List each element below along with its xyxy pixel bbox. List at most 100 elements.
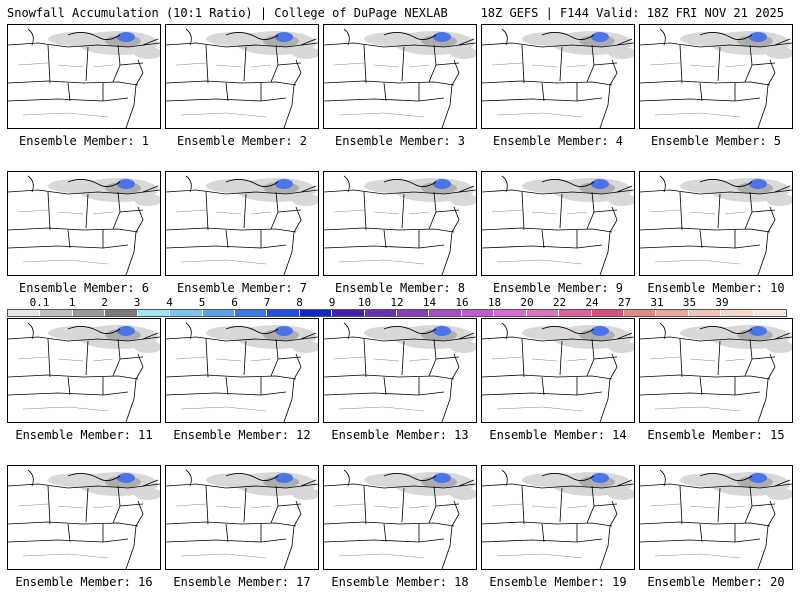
colorbar-swatch [137,310,171,316]
ensemble-member-label: Ensemble Member: 4 [492,134,624,148]
regional-map [166,319,318,422]
colorbar-swatch [202,310,235,316]
regional-map [324,319,476,422]
ensemble-member-label: Ensemble Member: 11 [15,428,153,442]
colorbar-tick-label: 35 [682,296,697,309]
colorbar-tick-label: 10 [357,296,372,309]
ensemble-map-panel [323,24,477,129]
colorbar-tick-label: 24 [585,296,599,309]
colorbar-swatch [40,310,73,316]
ensemble-member-label: Ensemble Member: 12 [173,428,311,442]
ensemble-map-panel [7,24,161,129]
colorbar-tick-label: 22 [552,296,567,309]
ensemble-map-panel [639,465,793,570]
colorbar-swatch [72,310,106,316]
colorbar-tick-label: 2 [101,296,108,309]
colorbar-tick-label: 12 [390,296,404,309]
ensemble-map-panel [323,318,477,423]
ensemble-member-label: Ensemble Member: 2 [176,134,308,148]
colorbar-swatch [364,310,398,316]
regional-map [166,25,318,128]
colorbar-swatch [429,310,462,316]
ensemble-member-label: Ensemble Member: 13 [331,428,469,442]
ensemble-member-label: Ensemble Member: 15 [647,428,785,442]
ensemble-map-panel [165,24,319,129]
regional-map [324,172,476,275]
ensemble-map-panel [481,465,635,570]
colorbar-tick-label: 31 [650,296,664,309]
colorbar-swatch [526,310,560,316]
map-title: Snowfall Accumulation (10:1 Ratio) | Col… [7,6,448,20]
colorbar-swatch [721,310,754,316]
regional-map [324,25,476,128]
colorbar-swatch [332,310,365,316]
ensemble-member-label: Ensemble Member: 1 [18,134,150,148]
regional-map [640,172,792,275]
colorbar-tick-label: 5 [198,296,206,309]
regional-map [8,25,160,128]
ensemble-map-panel [7,318,161,423]
colorbar-swatch [105,310,138,316]
colorbar-tick-label: 18 [487,296,502,309]
colorbar-tick-label: 4 [166,296,173,309]
colorbar-swatch [753,310,787,316]
ensemble-member-label: Ensemble Member: 8 [334,281,466,295]
colorbar-swatch [656,310,689,316]
ensemble-map-panel [639,318,793,423]
colorbar-swatch [234,310,268,316]
colorbar-swatch [461,310,495,316]
ensemble-map-panel [165,171,319,276]
colorbar-swatch [267,310,300,316]
regional-map [324,466,476,569]
colorbar-swatch [624,310,657,316]
regional-map [482,319,634,422]
ensemble-member-label: Ensemble Member: 10 [647,281,785,295]
colorbar-swatch [494,310,527,316]
colorbar-swatch [591,310,625,316]
colorbar-tick-label: 0.1 [29,296,50,309]
ensemble-member-label: Ensemble Member: 18 [331,575,469,589]
colorbar-tick-label: 7 [263,296,271,309]
regional-map [8,319,160,422]
regional-map [482,466,634,569]
colorbar-tick-label: 27 [617,296,632,309]
colorbar-tick-label: 3 [133,296,141,309]
regional-map [640,466,792,569]
colorbar-swatch [688,310,722,316]
colorbar-tick-label: 1 [68,296,76,309]
ensemble-map-panel [481,24,635,129]
colorbar-legend: 0.1 1 2 3 4 5 6 7 8 9 10 12 14 16 18 20 22 24 27 31 35 39 [7,296,787,318]
ensemble-map-panel [323,465,477,570]
regional-map [8,466,160,569]
colorbar-swatch [299,310,333,316]
colorbar-tick-label: 9 [328,296,336,309]
ensemble-member-label: Ensemble Member: 17 [173,575,311,589]
regional-map [482,25,634,128]
ensemble-member-label: Ensemble Member: 9 [492,281,624,295]
colorbar-tick-label: 14 [422,296,437,309]
regional-map [482,172,634,275]
ensemble-member-label: Ensemble Member: 3 [334,134,466,148]
ensemble-map-panel [7,465,161,570]
run-valid-time: 18Z GEFS | F144 Valid: 18Z FRI NOV 21 20… [480,6,784,20]
ensemble-member-label: Ensemble Member: 6 [18,281,150,295]
colorbar-swatch [397,310,430,316]
ensemble-member-label: Ensemble Member: 20 [647,575,785,589]
ensemble-member-label: Ensemble Member: 7 [176,281,308,295]
ensemble-member-label: Ensemble Member: 19 [489,575,627,589]
ensemble-map-panel [481,171,635,276]
ensemble-map-panel [7,171,161,276]
regional-map [8,172,160,275]
ensemble-map-panel [639,171,793,276]
regional-map [166,172,318,275]
ensemble-map-panel [165,318,319,423]
colorbar-swatch [170,310,203,316]
ensemble-member-label: Ensemble Member: 14 [489,428,627,442]
colorbar-swatch [8,310,41,316]
colorbar-tick-label: 20 [520,296,534,309]
colorbar-swatches [7,309,787,317]
ensemble-map-panel [481,318,635,423]
ensemble-member-label: Ensemble Member: 16 [15,575,153,589]
regional-map [640,319,792,422]
colorbar-tick-label: 16 [455,296,469,309]
